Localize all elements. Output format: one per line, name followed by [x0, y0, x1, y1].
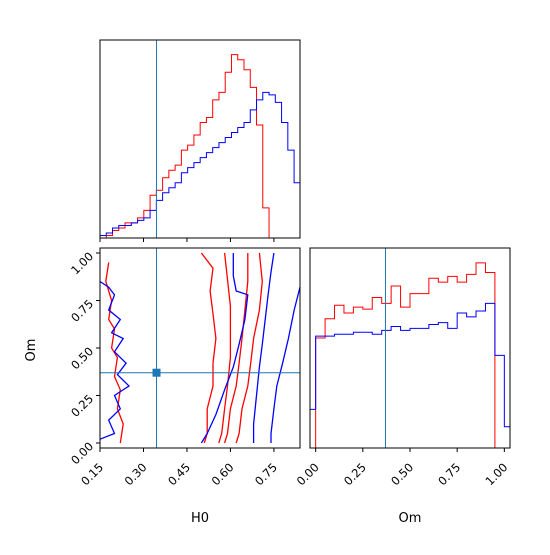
om-marginal-frame [309, 247, 511, 449]
h0-marginal-ticks [99, 238, 275, 242]
contour-line [200, 253, 249, 444]
contour-line [235, 252, 263, 444]
contour-panel-frame [99, 247, 301, 449]
om-histogram-series [309, 262, 511, 449]
truth-marker [152, 368, 161, 377]
contour-line [200, 252, 217, 444]
contour-line [99, 280, 131, 440]
histogram-step-line [310, 262, 510, 449]
x-axis-title-h0: H0 [191, 511, 209, 526]
h0-histogram-series [99, 54, 301, 239]
contour-line [218, 252, 232, 444]
histogram-step-line [309, 302, 511, 448]
contour-line [270, 287, 301, 443]
contour-line [223, 253, 249, 444]
contour-lines [99, 252, 301, 444]
h0-marginal-frame [99, 39, 301, 239]
histogram-step-line [99, 91, 301, 238]
contour-line [252, 252, 275, 443]
h0-marginal-panel [99, 39, 301, 242]
y-axis-title-om: Om [24, 339, 39, 362]
x-axis-title-om: Om [399, 511, 422, 526]
